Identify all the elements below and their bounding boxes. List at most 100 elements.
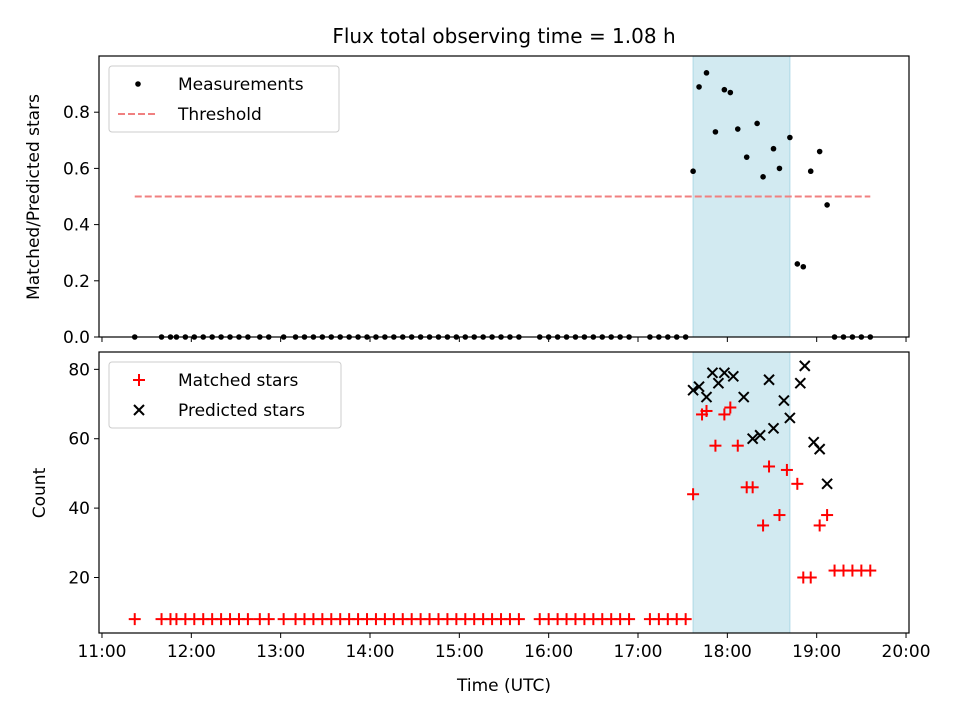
x-tick-label: 11:00 bbox=[77, 642, 126, 662]
measurement-point bbox=[770, 145, 777, 152]
predicted-star-point bbox=[799, 360, 811, 372]
bottom-legend-box bbox=[108, 361, 342, 429]
predicted-star-point bbox=[746, 433, 759, 445]
matched-star-point bbox=[128, 613, 141, 626]
legend-predicted-label: Predicted stars bbox=[178, 401, 305, 421]
legend-matched-label: Matched stars bbox=[178, 371, 298, 391]
legend-predicted-marker bbox=[133, 404, 145, 416]
matched-star-point bbox=[724, 401, 737, 414]
measurement-point bbox=[721, 86, 728, 93]
legend-matched-marker bbox=[133, 374, 145, 386]
x-axis-label: Time (UTC) bbox=[456, 676, 551, 696]
measurement-point bbox=[807, 168, 814, 175]
matched-star-point bbox=[773, 509, 786, 522]
measurement-point bbox=[727, 89, 734, 96]
predicted-star-point bbox=[778, 394, 790, 407]
measurement-point bbox=[760, 174, 766, 180]
matched-star-point bbox=[763, 460, 776, 473]
measurement-point bbox=[712, 129, 719, 135]
measurement-point bbox=[743, 154, 750, 160]
matched-star-point bbox=[700, 404, 713, 417]
measurement-point bbox=[800, 263, 807, 270]
chart-title: Flux total observing time = 1.08 h bbox=[332, 24, 675, 48]
y-tick-label: 0.2 bbox=[63, 272, 90, 292]
predicted-star-point bbox=[687, 384, 699, 396]
bottom-axes-frame bbox=[98, 351, 910, 634]
y-tick-label: 60 bbox=[68, 430, 90, 450]
matched-star-point bbox=[821, 509, 834, 522]
predicted-star-point bbox=[700, 391, 713, 403]
y-tick-label: 0.8 bbox=[63, 103, 90, 123]
y-tick-label: 80 bbox=[68, 360, 90, 380]
measurement-point bbox=[816, 148, 823, 155]
measurement-point bbox=[696, 84, 702, 90]
matched-star-point bbox=[277, 613, 290, 626]
top-x-ticks bbox=[101, 337, 907, 342]
matched-star-point bbox=[623, 613, 636, 626]
legend-threshold-label: Threshold bbox=[177, 105, 262, 125]
matched-star-point bbox=[512, 613, 525, 626]
x-tick-label: 17:00 bbox=[614, 642, 663, 662]
y-tick-label: 20 bbox=[68, 568, 90, 588]
matched-star-point bbox=[718, 408, 731, 421]
measurement-points bbox=[131, 70, 874, 340]
matched-star-point bbox=[687, 488, 700, 501]
matched-star-point bbox=[731, 439, 744, 452]
bottom-x-ticks: 11:00 12:00 13:00 14:00 15:00 16:00 17:00 18:00… bbox=[77, 633, 931, 662]
predicted-star-point bbox=[738, 391, 750, 403]
top-y-axis-label: Matched/Predicted stars bbox=[24, 94, 44, 300]
matched-star-point bbox=[804, 571, 817, 584]
measurement-point bbox=[690, 168, 696, 175]
predicted-star-point bbox=[813, 443, 826, 455]
predicted-stars-points bbox=[687, 360, 833, 490]
matched-star-point bbox=[746, 481, 759, 494]
measurement-point bbox=[754, 120, 760, 127]
predicted-star-point bbox=[763, 374, 775, 386]
y-tick-label: 0.6 bbox=[63, 159, 90, 179]
legend-measurements-marker bbox=[135, 81, 141, 87]
predicted-star-point bbox=[754, 429, 766, 441]
x-tick-label: 20:00 bbox=[882, 642, 931, 662]
predicted-star-point bbox=[767, 422, 780, 435]
y-tick-label: 0.0 bbox=[63, 328, 90, 348]
matched-star-point bbox=[813, 519, 826, 532]
y-tick-label: 0.4 bbox=[63, 216, 90, 236]
predicted-star-point bbox=[706, 367, 719, 379]
x-tick-label: 13:00 bbox=[256, 642, 305, 662]
measurement-point bbox=[703, 70, 710, 76]
legend-measurements-label: Measurements bbox=[178, 75, 304, 95]
measurement-point bbox=[794, 261, 801, 267]
x-tick-label: 12:00 bbox=[167, 642, 216, 662]
x-tick-label: 15:00 bbox=[435, 642, 484, 662]
matched-star-point bbox=[241, 613, 254, 626]
matched-star-point bbox=[262, 613, 275, 626]
bottom-y-axis-label: Count bbox=[30, 467, 50, 518]
predicted-star-point bbox=[821, 478, 833, 490]
x-tick-label: 14:00 bbox=[345, 642, 394, 662]
top-legend-box bbox=[108, 65, 340, 133]
matched-star-point bbox=[780, 463, 793, 476]
x-tick-label: 18:00 bbox=[703, 642, 752, 662]
measurement-point bbox=[787, 134, 793, 141]
matched-star-point bbox=[864, 564, 877, 577]
predicted-star-point bbox=[784, 412, 796, 424]
predicted-star-point bbox=[794, 377, 807, 389]
measurement-point bbox=[824, 202, 830, 208]
matched-star-point bbox=[757, 519, 770, 532]
matched-star-point bbox=[709, 439, 722, 452]
predicted-star-point bbox=[718, 367, 731, 379]
x-tick-label: 19:00 bbox=[792, 642, 841, 662]
predicted-star-point bbox=[727, 370, 740, 382]
top-y-ticks: 0.0 0.2 0.4 0.6 0.8 bbox=[63, 103, 99, 348]
bottom-legend: Matched stars Predicted stars bbox=[108, 361, 342, 429]
bottom-y-ticks: 20 40 60 80 bbox=[68, 360, 99, 588]
measurement-point bbox=[776, 165, 783, 172]
top-legend: Measurements Threshold bbox=[108, 65, 340, 133]
top-axes-frame bbox=[98, 55, 910, 338]
y-tick-label: 40 bbox=[68, 499, 90, 519]
measurement-point bbox=[734, 126, 741, 132]
matched-star-point bbox=[791, 477, 804, 490]
x-tick-label: 16:00 bbox=[524, 642, 573, 662]
matched-stars-points bbox=[128, 401, 877, 626]
